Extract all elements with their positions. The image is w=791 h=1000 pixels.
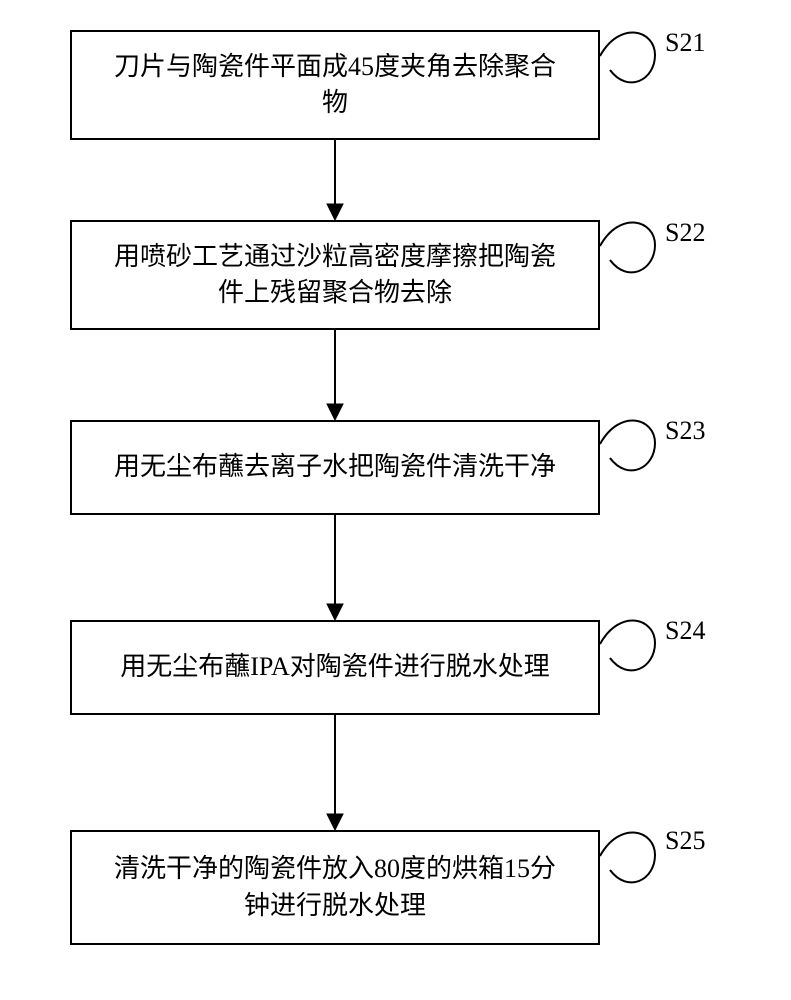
step-box-s22: 用喷砂工艺通过沙粒高密度摩擦把陶瓷 件上残留聚合物去除 (70, 220, 600, 330)
step-box-s21: 刀片与陶瓷件平面成45度夹角去除聚合 物 (70, 30, 600, 140)
step-line2: 件上残留聚合物去除 (218, 278, 452, 307)
step-label-s25: S25 (665, 826, 705, 856)
step-line2: 钟进行脱水处理 (244, 891, 426, 920)
arrow-2 (327, 330, 343, 420)
step-box-s25: 清洗干净的陶瓷件放入80度的烘箱15分 钟进行脱水处理 (70, 830, 600, 945)
step-line1: 用无尘布蘸去离子水把陶瓷件清洗干净 (114, 452, 556, 481)
arrow-3 (327, 515, 343, 620)
step-text-s21: 刀片与陶瓷件平面成45度夹角去除聚合 物 (114, 49, 556, 122)
arrow-4 (327, 715, 343, 830)
step-label-s22: S22 (665, 218, 705, 248)
step-text-s25: 清洗干净的陶瓷件放入80度的烘箱15分 钟进行脱水处理 (114, 851, 556, 924)
s-curve-s24 (600, 621, 655, 671)
step-line1: 刀片与陶瓷件平面成45度夹角去除聚合 (114, 52, 556, 81)
step-box-s23: 用无尘布蘸去离子水把陶瓷件清洗干净 (70, 420, 600, 515)
s-curve-s21 (600, 33, 655, 83)
flowchart-canvas: 刀片与陶瓷件平面成45度夹角去除聚合 物 用喷砂工艺通过沙粒高密度摩擦把陶瓷 件… (0, 0, 791, 1000)
step-line1: 用喷砂工艺通过沙粒高密度摩擦把陶瓷 (114, 242, 556, 271)
step-text-s23: 用无尘布蘸去离子水把陶瓷件清洗干净 (114, 449, 556, 485)
step-label-s24: S24 (665, 616, 705, 646)
step-label-s23: S23 (665, 416, 705, 446)
step-line1: 清洗干净的陶瓷件放入80度的烘箱15分 (114, 854, 556, 883)
s-curve-s23 (600, 421, 655, 471)
step-box-s24: 用无尘布蘸IPA对陶瓷件进行脱水处理 (70, 620, 600, 715)
s-curve-s25 (600, 833, 655, 883)
step-text-s24: 用无尘布蘸IPA对陶瓷件进行脱水处理 (120, 649, 550, 685)
step-text-s22: 用喷砂工艺通过沙粒高密度摩擦把陶瓷 件上残留聚合物去除 (114, 239, 556, 312)
arrow-1 (327, 140, 343, 220)
step-line2: 物 (322, 88, 348, 117)
step-label-s21: S21 (665, 28, 705, 58)
s-curve-s22 (600, 223, 655, 273)
step-line1: 用无尘布蘸IPA对陶瓷件进行脱水处理 (120, 652, 550, 681)
